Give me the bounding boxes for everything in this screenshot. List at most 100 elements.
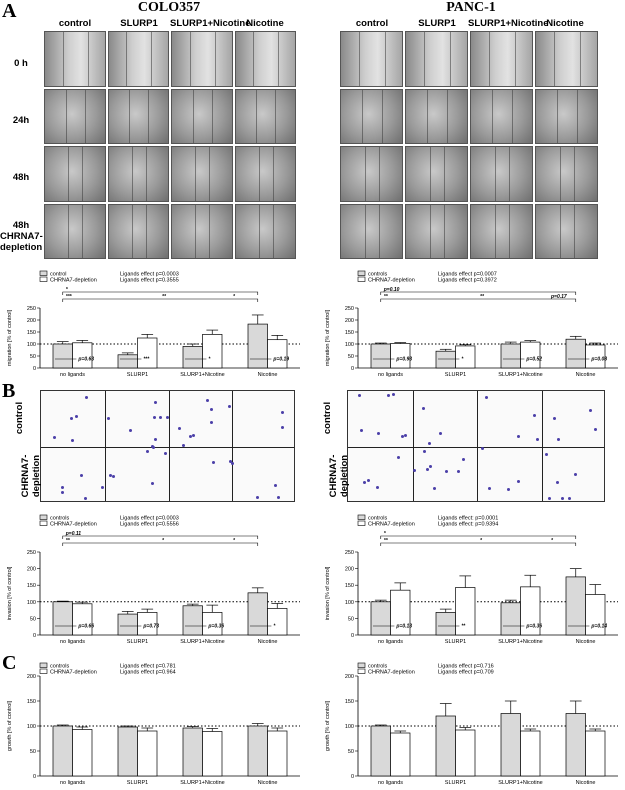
pair-label: p=0.93 [395, 357, 412, 363]
pair-label: p=0.14 [590, 624, 607, 630]
invaded-cell [484, 395, 488, 399]
legend-label: controls [50, 516, 70, 522]
pair-label: p=0.36 [207, 624, 224, 630]
legend-note: Ligands effect p=0.3555 [120, 278, 179, 284]
chart-migration-colo357: control Ligands effect p=0.0003 CHRNA7-dep… [7, 270, 300, 378]
pair-label: ** [461, 624, 466, 630]
pair-label: p=0.19 [272, 357, 289, 363]
micrograph-image [107, 88, 169, 144]
pair-label: p=0.63 [77, 357, 94, 363]
legend-note: Ligands effect p=0.5556 [120, 522, 179, 528]
legend-swatch [39, 668, 48, 674]
invaded-cell [166, 416, 170, 420]
pair-label: p=0.13 [395, 624, 412, 630]
invaded-cell [276, 495, 280, 499]
y-tick-label: 150 [345, 699, 354, 705]
scratch-wound [68, 147, 84, 201]
scratch-wound [424, 32, 451, 86]
bar-control [370, 601, 391, 636]
bar-control [435, 715, 456, 777]
micrograph-image [470, 31, 533, 87]
x-tick-label: no ligands [60, 780, 85, 786]
invaded-cell [273, 483, 277, 487]
bracket-label: *** [66, 294, 73, 300]
x-tick-label: SLURP1 [127, 780, 148, 786]
bar-control [52, 343, 73, 369]
invaded-cell [548, 496, 552, 500]
invaded-cell [209, 408, 213, 412]
bar-depletion [137, 337, 158, 369]
scratch-wound [131, 147, 147, 201]
y-tick-label: 150 [27, 330, 36, 336]
legend-swatch [357, 520, 366, 526]
invaded-cell [112, 475, 116, 479]
bracket-label: ** [384, 294, 389, 300]
x-tick-label: no ligands [60, 372, 85, 378]
micrograph-image [340, 146, 403, 202]
significance-bracket [62, 542, 259, 546]
x-tick-label: SLURP1 [127, 372, 148, 378]
invaded-cell [129, 428, 133, 432]
legend-label: CHRNA7-depletion [50, 278, 97, 284]
chart-growth-panc1: controls Ligands effect p=0.716 CHRNA7-dep… [325, 662, 618, 786]
x-tick-label: Nicotine [258, 639, 278, 645]
bracket-label: ** [162, 294, 167, 300]
micrograph-image [171, 88, 233, 144]
bar-control [500, 602, 521, 636]
x-tick-label: SLURP1+Nicotine [498, 372, 542, 378]
col-head-slurp1-nicotine: SLURP1+Nicotine [468, 18, 549, 29]
pair-label: p=0.73 [142, 624, 159, 630]
x-tick-label: SLURP1+Nicotine [498, 639, 542, 645]
micrograph-image [470, 88, 533, 144]
legend-label: controls [368, 272, 388, 278]
micrograph-image [340, 31, 403, 87]
significance-bracket [380, 291, 577, 295]
col-head-slurp1-nicotine: SLURP1+Nicotine [170, 18, 251, 29]
legend-label: controls [50, 664, 70, 670]
scratch-wound [131, 204, 147, 258]
scratch-wound [359, 32, 386, 86]
row-head-invasion-control: control [14, 401, 25, 435]
legend-note: Ligands effect p=0.716 [438, 664, 494, 670]
y-tick-label: 100 [345, 724, 354, 730]
bracket-label: * [233, 294, 236, 300]
micrograph-image [107, 31, 169, 87]
y-tick-label: 0 [33, 633, 36, 639]
legend-swatch [357, 270, 366, 276]
scratch-wound [62, 32, 89, 86]
micrograph-image [107, 146, 169, 202]
invaded-cell [60, 491, 64, 495]
legend-note: Ligands effect p=0.3972 [438, 278, 497, 284]
x-tick-label: no ligands [378, 372, 403, 378]
scratch-wound [126, 32, 153, 86]
x-tick-label: SLURP1 [445, 372, 466, 378]
pair-label: *** [143, 357, 150, 363]
invaded-cell [377, 432, 381, 436]
panel-letter-a: A [2, 0, 17, 22]
bar-control [500, 713, 521, 777]
invaded-cell [573, 473, 577, 477]
bar-depletion [202, 334, 223, 369]
row-head-24h: 24h [12, 115, 30, 126]
col-head-nicotine: Nicotine [546, 18, 584, 29]
y-axis-label: migration [% of control] [325, 309, 331, 366]
chart-invasion-colo357: controls Ligands effect p=0.0003 CHRNA7-de… [7, 514, 300, 645]
row-head-48h-depletion: 48h CHRNA7-depletion [0, 220, 43, 253]
scratch-wound [429, 147, 446, 201]
grid-divider [41, 447, 294, 448]
x-tick-label: SLURP1 [127, 639, 148, 645]
micrograph-image [171, 31, 233, 87]
scratch-wound [494, 204, 511, 258]
bar-depletion [390, 732, 411, 777]
y-tick-label: 0 [351, 633, 354, 639]
y-tick-label: 150 [345, 330, 354, 336]
scratch-wound [559, 147, 576, 201]
bracket-label: ** [480, 294, 485, 300]
bracket-label: * [480, 538, 483, 544]
legend-note: Ligands effect p=0.781 [120, 664, 176, 670]
scratch-wound [65, 89, 86, 143]
bracket-label: * [162, 538, 165, 544]
micrograph-image [535, 203, 598, 259]
y-tick-label: 100 [27, 342, 36, 348]
invaded-cell [79, 474, 83, 478]
